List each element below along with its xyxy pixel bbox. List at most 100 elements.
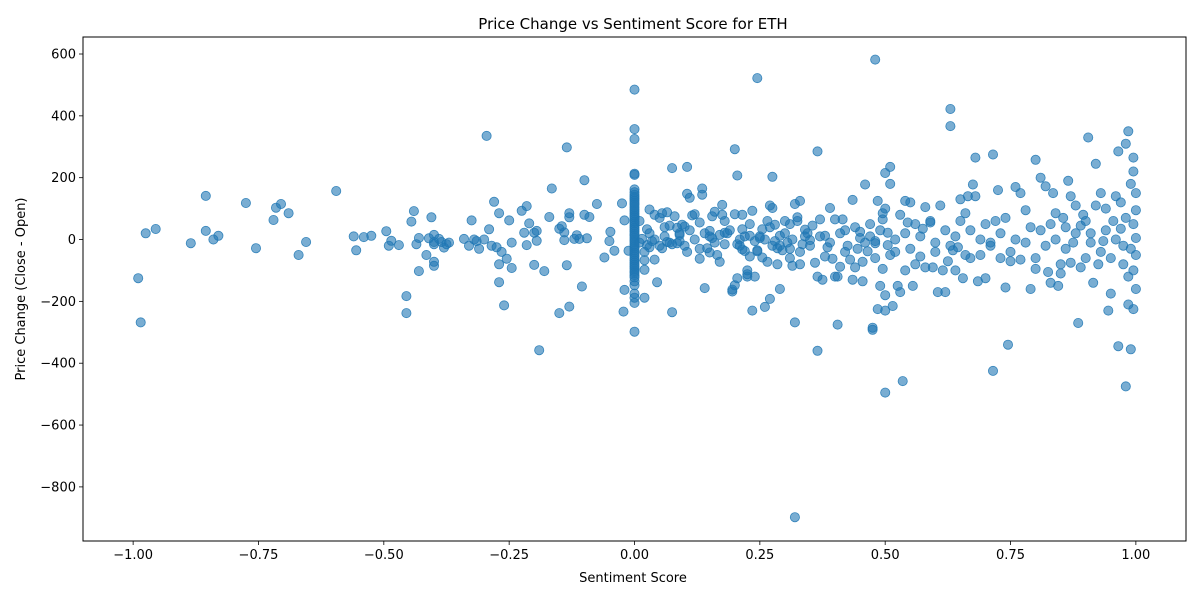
- data-point: [554, 308, 565, 319]
- data-point: [381, 226, 392, 237]
- data-point: [1095, 188, 1106, 199]
- data-point: [1030, 154, 1041, 165]
- data-point: [767, 171, 778, 182]
- data-point: [1080, 253, 1091, 264]
- x-axis-ticks: −1.00 −0.75 −0.50 −0.25 0.00 0.25 0.50 0.75 1.00: [113, 541, 1150, 563]
- data-point: [524, 218, 535, 229]
- data-point: [860, 237, 871, 248]
- data-point: [679, 240, 690, 251]
- data-point: [649, 254, 660, 265]
- data-point: [1120, 138, 1131, 149]
- data-point: [694, 243, 705, 254]
- data-point: [832, 271, 843, 282]
- data-point: [704, 231, 715, 242]
- data-point: [825, 237, 836, 248]
- x-axis-label: Sentiment Score: [579, 571, 687, 586]
- data-point: [877, 214, 888, 225]
- data-point: [639, 246, 650, 257]
- data-point: [988, 149, 999, 160]
- data-point: [985, 240, 996, 251]
- data-point: [694, 217, 705, 228]
- data-point: [1030, 253, 1041, 264]
- data-point: [970, 152, 981, 163]
- data-point: [885, 249, 896, 260]
- data-point: [910, 219, 921, 230]
- data-point: [960, 208, 971, 219]
- data-point: [200, 225, 211, 236]
- x-tick-label: −0.50: [364, 548, 404, 563]
- data-point: [443, 237, 454, 248]
- data-point: [910, 259, 921, 270]
- data-point: [940, 225, 951, 236]
- data-point: [1068, 237, 1079, 248]
- data-point: [1108, 215, 1119, 226]
- data-point: [870, 238, 881, 249]
- data-point: [1040, 240, 1051, 251]
- data-point: [1060, 222, 1071, 233]
- data-point: [1050, 208, 1061, 219]
- data-point: [865, 219, 876, 230]
- data-point: [714, 256, 725, 267]
- data-point: [857, 276, 868, 287]
- data-point: [764, 293, 775, 304]
- data-point: [561, 142, 572, 153]
- data-point: [1025, 283, 1036, 294]
- data-point: [185, 238, 196, 249]
- data-point: [200, 190, 211, 201]
- data-point: [920, 262, 931, 273]
- data-point: [800, 231, 811, 242]
- data-point: [967, 179, 978, 190]
- data-point: [885, 161, 896, 172]
- data-point: [812, 146, 823, 157]
- data-point: [619, 284, 630, 295]
- data-point: [739, 231, 750, 242]
- data-point: [835, 228, 846, 239]
- data-point: [581, 233, 592, 244]
- data-point: [749, 271, 760, 282]
- data-point: [732, 170, 743, 181]
- data-point: [1125, 344, 1136, 355]
- data-point: [845, 254, 856, 265]
- data-point: [494, 259, 505, 270]
- data-point: [629, 84, 640, 95]
- data-point: [1083, 132, 1094, 143]
- data-point: [945, 121, 956, 132]
- data-point: [747, 305, 758, 316]
- data-point: [634, 215, 645, 226]
- data-point: [940, 287, 951, 298]
- data-point: [1110, 234, 1121, 245]
- data-point: [301, 236, 312, 247]
- data-point: [787, 234, 798, 245]
- data-point: [925, 215, 936, 226]
- data-point: [1130, 283, 1141, 294]
- data-point: [618, 306, 629, 317]
- data-point: [784, 243, 795, 254]
- data-point: [993, 185, 1004, 196]
- data-point: [719, 215, 730, 226]
- data-point: [629, 280, 640, 291]
- data-point: [1015, 188, 1026, 199]
- x-tick-label: 1.00: [1121, 548, 1150, 563]
- data-point: [942, 256, 953, 267]
- data-point: [1115, 223, 1126, 234]
- data-point: [1048, 188, 1059, 199]
- data-point: [213, 230, 224, 241]
- data-point: [895, 287, 906, 298]
- data-point: [1123, 271, 1134, 282]
- data-point: [915, 231, 926, 242]
- data-point: [882, 240, 893, 251]
- data-point: [1035, 172, 1046, 183]
- data-point: [479, 234, 490, 245]
- data-point: [275, 198, 286, 209]
- data-point: [847, 274, 858, 285]
- data-point: [1035, 225, 1046, 236]
- data-point: [1060, 243, 1071, 254]
- data-point: [531, 225, 542, 236]
- data-point: [546, 183, 557, 194]
- data-point: [697, 183, 708, 194]
- data-point: [617, 198, 628, 209]
- x-tick-label: 0.50: [871, 548, 900, 563]
- data-point: [599, 252, 610, 263]
- data-point: [860, 179, 871, 190]
- data-point: [975, 249, 986, 260]
